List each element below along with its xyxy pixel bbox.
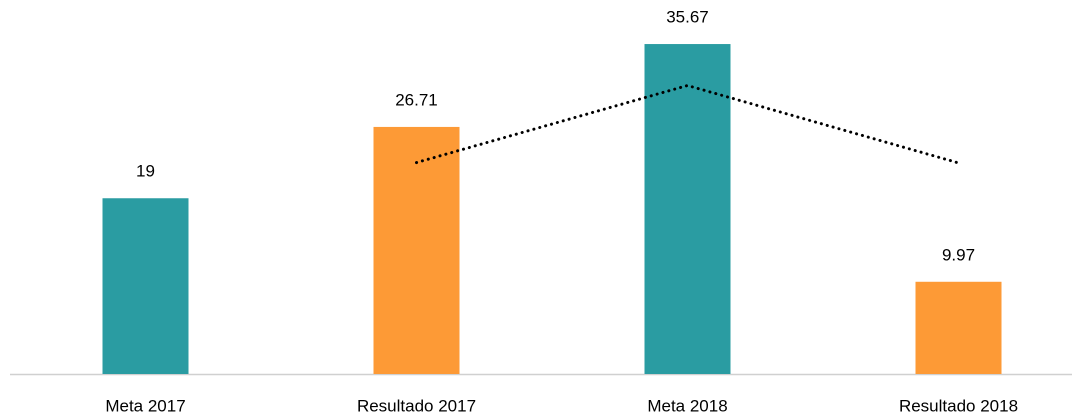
value-label: 35.67 <box>666 8 709 27</box>
bar <box>102 198 189 374</box>
x-tick-label: Meta 2017 <box>105 396 185 415</box>
x-tick-label: Resultado 2017 <box>357 396 476 415</box>
x-tick-label: Resultado 2018 <box>899 396 1018 415</box>
bar <box>373 126 460 375</box>
value-label: 26.71 <box>395 90 438 109</box>
bar <box>644 44 731 375</box>
value-label: 9.97 <box>942 245 975 264</box>
value-label: 19 <box>136 162 155 181</box>
trendline <box>415 83 960 165</box>
bar <box>915 281 1002 374</box>
x-tick-label: Meta 2018 <box>647 396 727 415</box>
